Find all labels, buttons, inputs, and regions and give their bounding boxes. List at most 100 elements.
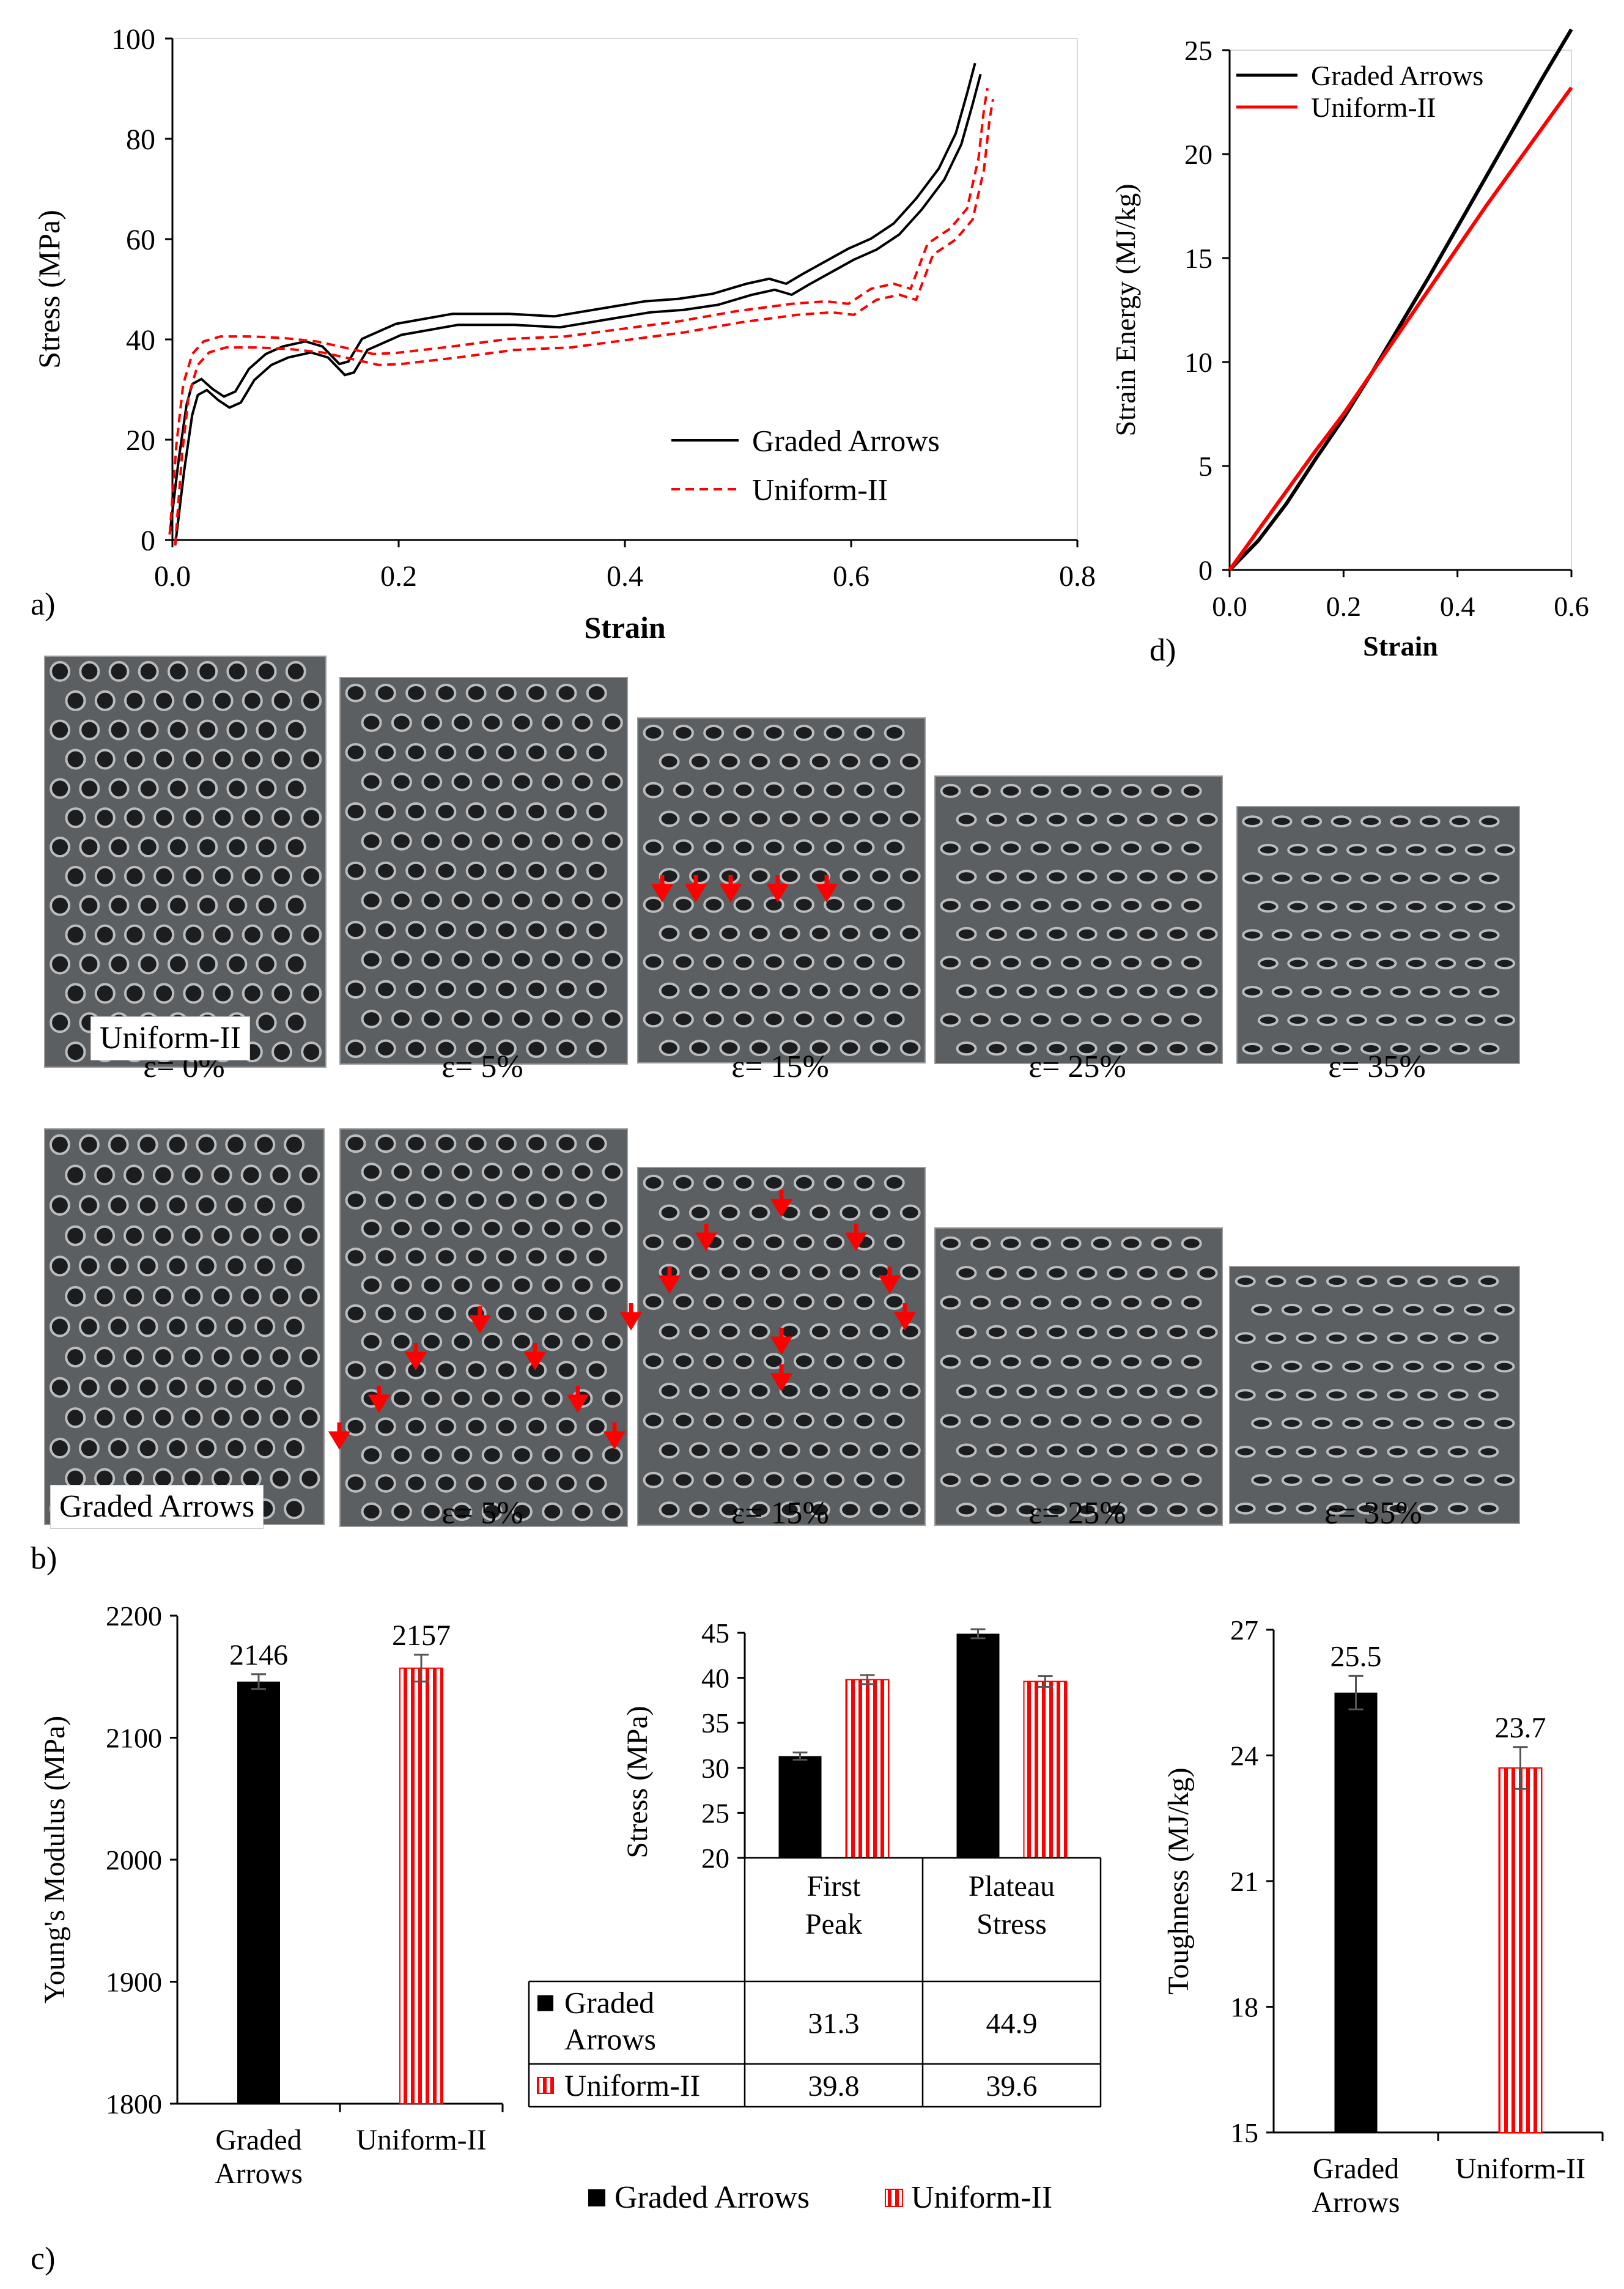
data-label: 23.7: [1495, 1712, 1546, 1744]
y-tick-label: 20: [701, 1843, 729, 1874]
x-axis-title: Strain: [584, 610, 666, 645]
x-tick-label: Graded Arrows: [215, 2124, 303, 2190]
legend: Graded Arrows Uniform-II: [671, 424, 940, 507]
bar-graded-arrows: [1334, 1692, 1378, 2132]
legend-label: Uniform-II: [752, 473, 888, 507]
panel-label-d: d): [1150, 633, 1176, 668]
y-tick-label: 40: [701, 1663, 729, 1694]
legend-label: Uniform-II: [911, 2180, 1052, 2215]
series-line-uniform-ii: [1228, 86, 1573, 571]
panel-label-c: c): [31, 2241, 55, 2276]
table-legend-key: [537, 1995, 553, 2011]
stress-bar-chart: 20 25 30 35 40 45 Stress (MPa) First Peak Plateau…: [528, 1618, 1102, 2215]
series-line-graded-arrows: [174, 73, 982, 546]
x-tick-label: 0.6: [1554, 591, 1589, 622]
y-tick-label: 1800: [106, 2088, 162, 2120]
y-axis-title: Stress (MPa): [621, 1706, 654, 1858]
y-tick-label: 25: [1184, 35, 1212, 66]
x-tick-label: 0.2: [1326, 591, 1362, 622]
y-tick-label: 2100: [106, 1723, 162, 1754]
data-label: 2146: [229, 1639, 288, 1671]
plot-frame: [1229, 50, 1572, 571]
x-tick-label: 0.2: [380, 560, 417, 593]
y-tick-label: 24: [1230, 1740, 1258, 1772]
x-tick-label: 0.4: [607, 560, 643, 593]
toughness-chart: 15 18 21 24 27 Toughness (MJ/kg) 25.5 Graded Arr…: [1162, 1614, 1604, 2219]
data-label: 25.5: [1331, 1640, 1382, 1673]
y-tick-label: 20: [126, 424, 155, 457]
y-tick-label: 100: [111, 23, 155, 56]
stress-strain-chart: 0.0 0.2 0.4 0.6 0.8 0 20 40 60 80 100 Strain Stress …: [32, 23, 1096, 645]
y-tick-label: 60: [126, 224, 155, 256]
data-label: 2157: [392, 1619, 451, 1652]
table-cell: 44.9: [986, 2008, 1038, 2040]
y-tick-label: 1900: [106, 1967, 162, 1998]
legend-label: Graded Arrows: [1311, 60, 1483, 91]
plot-frame: [172, 38, 1078, 541]
y-tick-label: 80: [126, 124, 155, 156]
y-tick-label: 5: [1198, 451, 1212, 482]
data-table: First Peak Plateau Stress Graded Arrows 31.3 44…: [528, 1857, 1102, 2108]
y-tick-label: 27: [1230, 1614, 1258, 1646]
table-column-header: Plateau Stress: [969, 1870, 1055, 1940]
y-tick-label: 2200: [106, 1600, 162, 1632]
bar-graded-arrows: [956, 1633, 1000, 1858]
x-tick-label: 0.8: [1059, 560, 1096, 593]
legend-label: Uniform-II: [1311, 92, 1436, 123]
y-axis-title: Toughness (MJ/kg): [1162, 1767, 1195, 1994]
y-tick-label: 35: [701, 1707, 729, 1739]
y-axis-title: Stress (MPa): [32, 210, 66, 369]
bar-graded-arrows: [778, 1756, 822, 1858]
legend: Graded Arrows Uniform-II: [588, 2180, 1052, 2215]
legend-label: Graded Arrows: [615, 2180, 810, 2215]
legend-label: Graded Arrows: [752, 424, 940, 458]
youngs-modulus-chart: 1800 1900 2000 2100 2200 Young's Modulus (MPa…: [39, 1600, 504, 2190]
table-column-header: First Peak: [805, 1870, 862, 1940]
bar-graded-arrows: [237, 1681, 280, 2104]
y-tick-label: 0: [141, 525, 155, 557]
series-line-graded-arrows: [168, 62, 976, 535]
y-tick-label: 21: [1230, 1866, 1258, 1897]
x-tick-label: 0.0: [154, 560, 191, 593]
legend-swatch: [885, 2189, 903, 2207]
table-cell: 39.6: [986, 2070, 1038, 2102]
y-axis-title: Young's Modulus (MPa): [39, 1716, 71, 2004]
y-tick-label: 18: [1230, 1992, 1258, 2023]
bar-uniform-ii: [399, 1667, 443, 2104]
x-tick-label: Graded Arrows: [1312, 2153, 1400, 2219]
bar-uniform-ii: [845, 1679, 890, 1858]
series-line-graded-arrows: [1228, 28, 1573, 572]
table-row-label: Graded Arrows: [564, 1986, 656, 2057]
legend-swatch: [588, 2189, 605, 2206]
y-tick-label: 10: [1184, 347, 1212, 378]
y-tick-label: 0: [1198, 555, 1212, 586]
x-tick-label: Uniform-II: [356, 2124, 486, 2156]
bar-uniform-ii: [1023, 1681, 1068, 1859]
x-axis-title: Strain: [1363, 630, 1438, 662]
x-tick-label: 0.0: [1212, 591, 1247, 622]
y-tick-label: 25: [701, 1797, 729, 1829]
table-legend-key: [537, 2077, 554, 2094]
panel-label-a: a): [31, 587, 55, 622]
x-tick-label: 0.4: [1440, 591, 1475, 622]
x-tick-label: Uniform-II: [1455, 2153, 1585, 2185]
y-tick-label: 15: [1184, 243, 1212, 274]
y-tick-label: 30: [701, 1753, 729, 1784]
y-tick-label: 45: [701, 1618, 729, 1649]
y-axis-title: Strain Energy (MJ/kg): [1110, 183, 1141, 436]
series-line-uniform-ii: [168, 87, 989, 535]
table-cell: 39.8: [808, 2070, 860, 2102]
strain-energy-chart: 0.0 0.2 0.4 0.6 0 5 10 15 20 25 Strain Strain Energ…: [1110, 28, 1589, 662]
y-tick-label: 20: [1184, 139, 1212, 170]
table-row-label: Uniform-II: [564, 2068, 700, 2102]
bar-uniform-ii: [1498, 1767, 1543, 2134]
y-tick-label: 15: [1230, 2117, 1258, 2148]
panel-label-b: b): [31, 1541, 57, 1576]
table-cell: 31.3: [808, 2008, 860, 2040]
y-tick-label: 40: [126, 324, 155, 357]
x-tick-label: 0.6: [833, 560, 869, 593]
series-line-uniform-ii: [174, 98, 994, 546]
y-tick-label: 2000: [106, 1844, 162, 1876]
